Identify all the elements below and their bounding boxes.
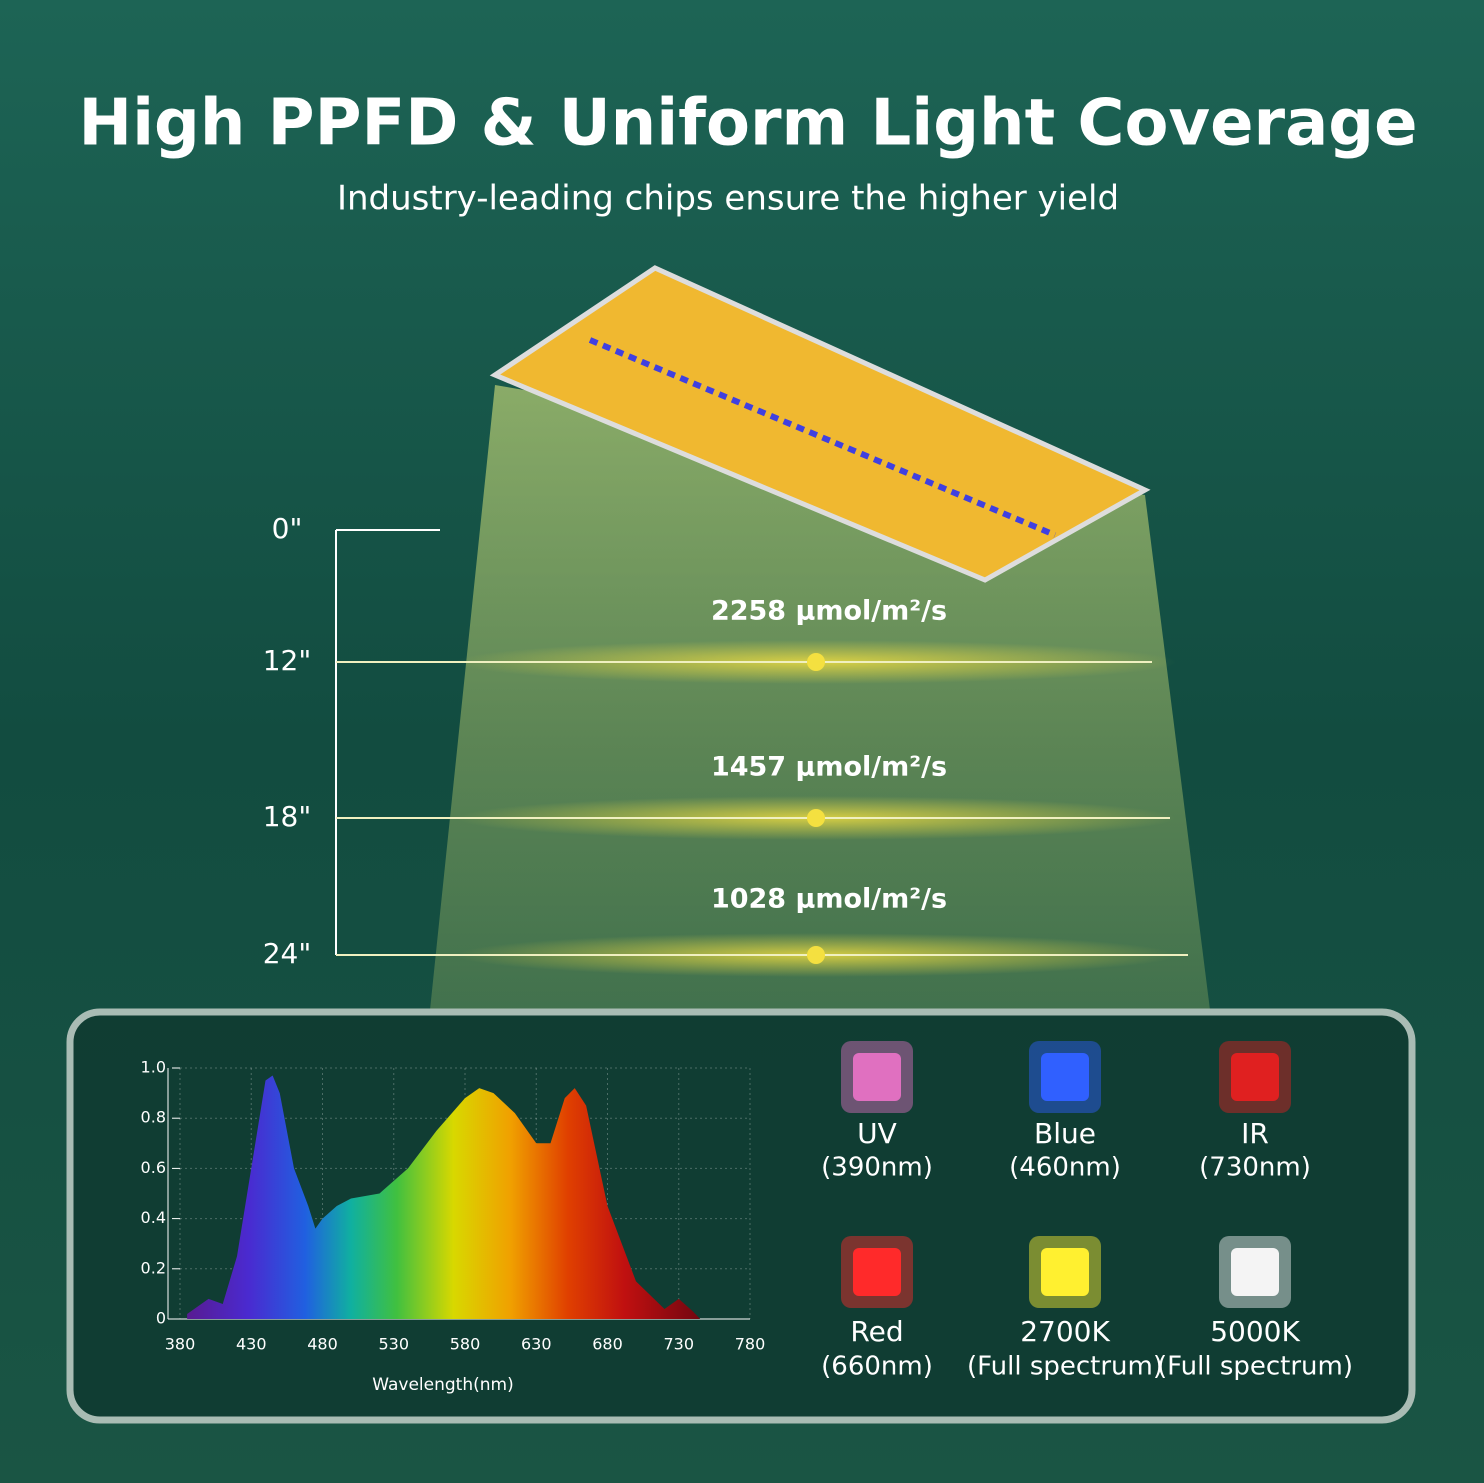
level-dot <box>807 809 825 827</box>
y-tick-label: 0 <box>156 1309 166 1328</box>
chip-spec: (730nm) <box>1199 1153 1311 1183</box>
x-tick-label: 530 <box>378 1335 409 1354</box>
chip-icon <box>1231 1053 1279 1101</box>
chip-spec: (390nm) <box>821 1153 933 1183</box>
chip-name: IR <box>1241 1117 1269 1150</box>
x-tick-label: 580 <box>450 1335 481 1354</box>
x-tick-label: 480 <box>307 1335 338 1354</box>
y-tick-label: 0.6 <box>141 1158 166 1177</box>
title: High PPFD & Uniform Light Coverage <box>79 87 1418 161</box>
y-tick-label: 0.4 <box>141 1208 166 1227</box>
height-label: 24" <box>263 937 312 970</box>
y-tick-label: 0.2 <box>141 1258 166 1277</box>
ppfd-value: 2258 µmol/m²/s <box>711 596 947 627</box>
ppfd-value: 1028 µmol/m²/s <box>711 884 947 915</box>
spectrum-area <box>187 1075 701 1319</box>
x-tick-label: 380 <box>165 1335 196 1354</box>
chip-spec: (Full spectrum) <box>1157 1352 1353 1382</box>
height-label: 0" <box>272 512 303 545</box>
ppfd-value: 1457 µmol/m²/s <box>711 752 947 783</box>
x-axis-label: Wavelength(nm) <box>372 1375 513 1395</box>
y-tick-label: 1.0 <box>141 1058 166 1077</box>
chip-icon <box>853 1053 901 1101</box>
chip-name: Red <box>850 1315 903 1348</box>
x-tick-label: 730 <box>663 1335 694 1354</box>
chip-name: Blue <box>1034 1117 1096 1150</box>
x-tick-label: 630 <box>521 1335 552 1354</box>
height-label: 18" <box>263 800 312 833</box>
x-tick-label: 680 <box>592 1335 623 1354</box>
chip-icon <box>1041 1053 1089 1101</box>
chip-spec: (460nm) <box>1009 1153 1121 1183</box>
chip-name: UV <box>857 1117 897 1150</box>
blue-diodes <box>588 337 1057 538</box>
chip-spec: (660nm) <box>821 1352 933 1382</box>
level-dot <box>807 653 825 671</box>
x-tick-label: 430 <box>236 1335 267 1354</box>
chip-icon <box>1041 1248 1089 1296</box>
chip-name: 5000K <box>1210 1315 1300 1348</box>
y-tick-label: 0.8 <box>141 1108 166 1127</box>
chip-icon <box>853 1248 901 1296</box>
height-label: 12" <box>263 644 312 677</box>
chip-spec: (Full spectrum) <box>967 1352 1163 1382</box>
chip-name: 2700K <box>1020 1315 1110 1348</box>
level-dot <box>807 946 825 964</box>
chip-icon <box>1231 1248 1279 1296</box>
subtitle: Industry-leading chips ensure the higher… <box>337 179 1119 219</box>
x-tick-label: 780 <box>735 1335 766 1354</box>
